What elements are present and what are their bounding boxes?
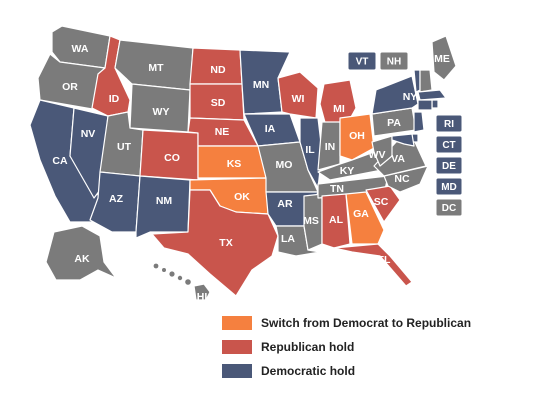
- callout-box-ct[interactable]: [435, 135, 463, 154]
- state-label-pa: PA: [387, 117, 401, 129]
- legend-item-republican: Republican hold: [222, 335, 522, 359]
- state-label-il: IL: [305, 144, 315, 156]
- state-label-tx: TX: [219, 237, 232, 249]
- legend-item-switch: Switch from Democrat to Republican: [222, 311, 522, 335]
- legend: Switch from Democrat to Republican Repub…: [222, 311, 522, 383]
- state-tx[interactable]: [151, 189, 279, 297]
- legend-item-democratic: Democratic hold: [222, 359, 522, 383]
- state-label-sc: SC: [374, 196, 389, 208]
- state-label-or: OR: [62, 81, 78, 93]
- state-labels: WA OR CA NV ID MT WY UT AZ CO NM ND SD NE KS OK TX MN IA MO…: [52, 43, 449, 303]
- state-md[interactable]: [391, 133, 415, 147]
- state-label-la: LA: [281, 233, 295, 245]
- state-label-ok: OK: [234, 191, 250, 203]
- callout-label-de: DE: [442, 161, 456, 172]
- state-label-ky: KY: [340, 165, 355, 177]
- callout-label-ri: RI: [444, 119, 454, 130]
- state-sc[interactable]: [365, 185, 401, 223]
- state-label-ar: AR: [277, 198, 293, 210]
- state-nv[interactable]: [69, 107, 109, 199]
- state-label-ca: CA: [52, 155, 68, 167]
- state-hi[interactable]: [193, 283, 211, 301]
- state-label-mn: MN: [253, 79, 269, 91]
- state-label-oh: OH: [349, 130, 365, 142]
- state-label-ny: NY: [403, 91, 418, 103]
- state-fl[interactable]: [333, 243, 413, 287]
- state-label-ne: NE: [215, 126, 230, 138]
- state-label-mt: MT: [148, 62, 164, 74]
- callout-box-vt[interactable]: [347, 51, 377, 71]
- callout-label-md: MD: [441, 182, 457, 193]
- small-state-callouts: VT NH RI CT DE MD DC: [347, 51, 463, 217]
- state-ga[interactable]: [345, 191, 385, 245]
- state-nm[interactable]: [135, 175, 191, 239]
- legend-label-switch: Switch from Democrat to Republican: [261, 316, 472, 330]
- state-label-nm: NM: [156, 195, 173, 207]
- state-wv[interactable]: [371, 135, 393, 167]
- state-nh[interactable]: [419, 69, 433, 93]
- legend-swatch-switch: [222, 316, 252, 330]
- state-label-wi: WI: [292, 93, 305, 105]
- callout-box-de[interactable]: [435, 156, 463, 175]
- state-label-mi: MI: [333, 103, 345, 115]
- callout-label-ct: CT: [442, 140, 455, 151]
- state-label-id: ID: [109, 93, 120, 105]
- state-label-hi: HI: [197, 291, 208, 303]
- state-label-me: ME: [434, 53, 450, 65]
- hawaii-islands: [153, 263, 191, 285]
- callout-label-dc: DC: [442, 203, 456, 214]
- callout-label-vt: VT: [356, 57, 369, 68]
- state-label-fl: FL: [378, 254, 391, 266]
- state-va[interactable]: [373, 139, 427, 177]
- state-label-az: AZ: [109, 193, 124, 205]
- callout-box-nh[interactable]: [379, 51, 409, 71]
- state-label-co: CO: [164, 152, 180, 164]
- legend-label-republican: Republican hold: [261, 340, 355, 354]
- legend-swatch-republican: [222, 340, 252, 354]
- state-ct[interactable]: [417, 99, 433, 111]
- callout-box-ri[interactable]: [435, 114, 463, 133]
- state-ri[interactable]: [431, 99, 439, 109]
- state-label-wy: WY: [153, 106, 170, 118]
- state-label-wv: WV: [369, 149, 386, 161]
- state-label-mo: MO: [276, 159, 293, 171]
- state-label-ga: GA: [353, 208, 369, 220]
- state-label-in: IN: [325, 141, 336, 153]
- legend-label-democratic: Democratic hold: [261, 364, 356, 378]
- state-oh[interactable]: [339, 113, 375, 161]
- state-label-sd: SD: [211, 97, 226, 109]
- state-label-ks: KS: [227, 158, 242, 170]
- state-label-va: VA: [391, 153, 405, 165]
- legend-swatch-democratic: [222, 364, 252, 378]
- state-label-tn: TN: [330, 183, 344, 195]
- state-label-nv: NV: [81, 128, 96, 140]
- state-label-al: AL: [329, 214, 344, 226]
- callout-box-dc[interactable]: [435, 198, 463, 217]
- state-ak[interactable]: [45, 225, 117, 281]
- state-nj[interactable]: [413, 111, 425, 133]
- state-label-nc: NC: [394, 173, 410, 185]
- state-label-ak: AK: [74, 253, 90, 265]
- state-label-wa: WA: [72, 43, 89, 55]
- state-ny[interactable]: [371, 75, 419, 115]
- state-me[interactable]: [431, 35, 457, 81]
- state-label-ms: MS: [303, 215, 319, 227]
- callout-label-nh: NH: [387, 57, 401, 68]
- state-ma[interactable]: [417, 89, 447, 101]
- state-al[interactable]: [321, 193, 351, 249]
- state-label-nd: ND: [210, 64, 226, 76]
- callout-box-md[interactable]: [435, 177, 463, 196]
- state-label-ia: IA: [265, 123, 276, 135]
- state-label-ut: UT: [117, 141, 132, 153]
